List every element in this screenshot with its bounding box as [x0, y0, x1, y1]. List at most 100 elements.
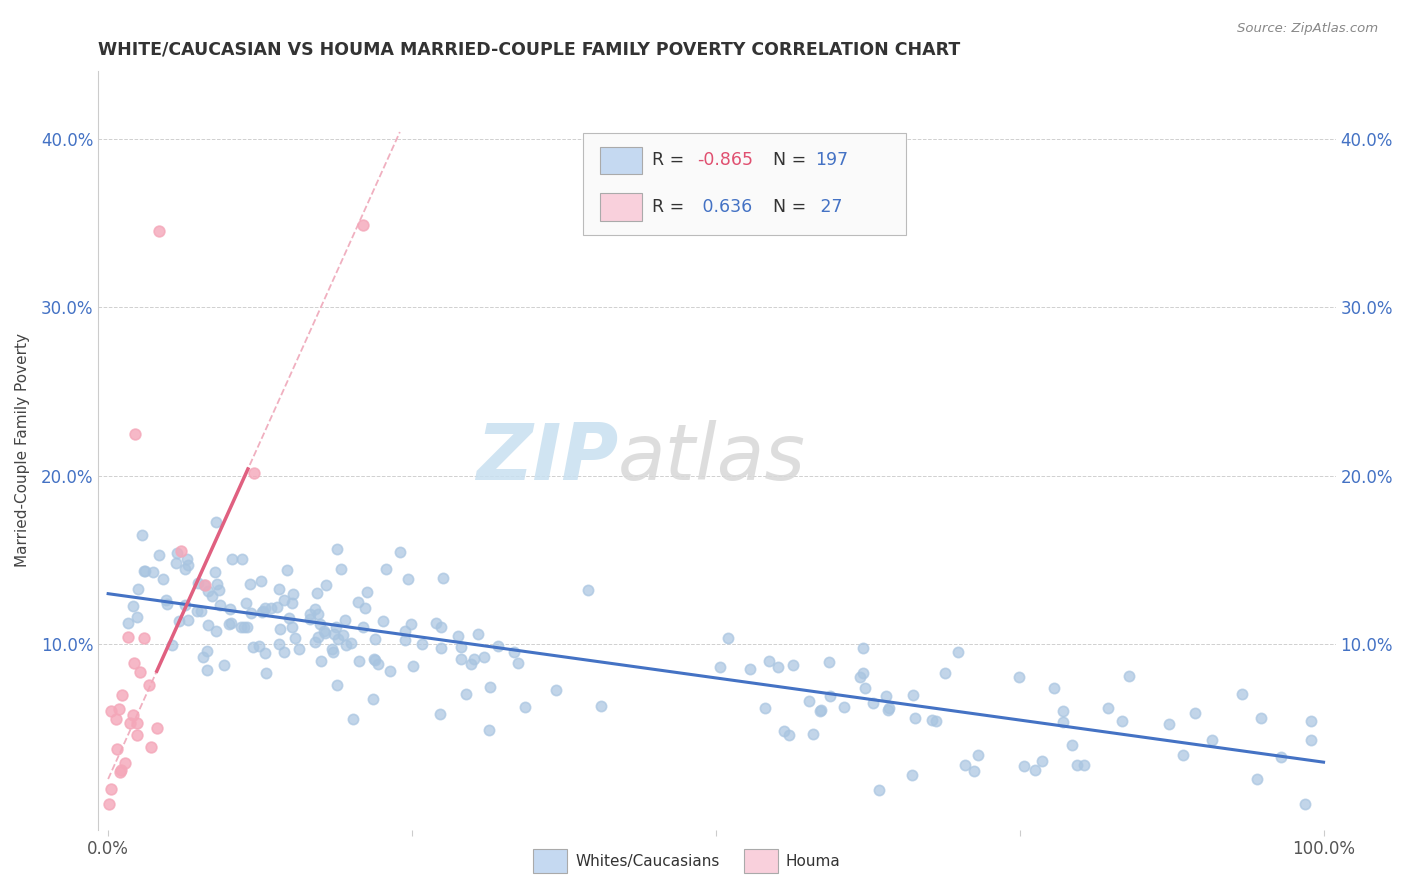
- Point: [803, 726, 825, 740]
- Point: [1031, 754, 1053, 768]
- Point: [277, 611, 299, 625]
- Point: [378, 664, 401, 678]
- Point: [450, 640, 472, 654]
- Point: [170, 543, 193, 558]
- Point: [307, 607, 329, 622]
- Point: [229, 620, 252, 634]
- Point: [342, 712, 364, 726]
- Point: [254, 665, 277, 680]
- Point: [108, 765, 131, 780]
- Point: [963, 764, 986, 779]
- Point: [1066, 758, 1088, 772]
- Point: [394, 633, 416, 648]
- Point: [162, 638, 184, 652]
- Point: [194, 578, 217, 592]
- Point: [304, 634, 326, 648]
- Point: [1052, 704, 1074, 718]
- Point: [488, 639, 510, 653]
- Point: [177, 613, 200, 627]
- Point: [299, 607, 322, 621]
- Point: [236, 620, 259, 634]
- Point: [250, 605, 273, 619]
- Point: [98, 797, 121, 812]
- Point: [862, 696, 884, 710]
- Point: [766, 659, 789, 673]
- Point: [375, 562, 398, 576]
- Point: [1073, 758, 1095, 772]
- Point: [1062, 738, 1084, 752]
- Point: [333, 613, 356, 627]
- Point: [132, 564, 155, 578]
- Point: [352, 619, 374, 633]
- Point: [269, 622, 291, 636]
- Point: [503, 645, 526, 659]
- Point: [934, 665, 956, 680]
- Text: -0.865: -0.865: [697, 152, 752, 169]
- Point: [329, 562, 352, 576]
- Point: [463, 651, 485, 665]
- Point: [467, 626, 489, 640]
- Point: [834, 700, 856, 714]
- Point: [254, 646, 277, 660]
- Point: [110, 763, 132, 777]
- Point: [114, 756, 136, 770]
- Point: [335, 638, 357, 652]
- Point: [394, 624, 416, 639]
- Point: [388, 544, 411, 558]
- Point: [709, 660, 731, 674]
- Text: N =: N =: [773, 198, 811, 216]
- Point: [325, 620, 347, 634]
- Point: [782, 657, 804, 672]
- Point: [221, 552, 243, 566]
- Point: [321, 641, 343, 656]
- Text: 0.636: 0.636: [697, 198, 752, 216]
- Point: [1024, 763, 1046, 777]
- Point: [308, 617, 330, 632]
- Point: [305, 586, 328, 600]
- Point: [121, 708, 143, 723]
- Point: [758, 654, 780, 668]
- Point: [132, 631, 155, 645]
- Point: [363, 692, 385, 706]
- Point: [508, 657, 530, 671]
- Point: [852, 666, 875, 681]
- Point: [1014, 759, 1036, 773]
- Point: [472, 650, 495, 665]
- Point: [252, 604, 274, 618]
- Point: [877, 703, 900, 717]
- Point: [165, 556, 187, 570]
- Point: [177, 558, 200, 573]
- Text: Houma: Houma: [786, 854, 841, 869]
- Point: [1301, 714, 1323, 729]
- Point: [195, 644, 218, 658]
- Point: [156, 597, 179, 611]
- Point: [298, 612, 321, 626]
- Point: [326, 678, 349, 692]
- Point: [155, 592, 177, 607]
- Point: [201, 589, 224, 603]
- Point: [204, 565, 226, 579]
- Point: [810, 703, 832, 717]
- Point: [197, 617, 219, 632]
- Point: [242, 640, 264, 654]
- Point: [1052, 715, 1074, 730]
- Point: [852, 640, 875, 655]
- Point: [254, 601, 277, 615]
- Point: [1157, 717, 1180, 731]
- Point: [117, 615, 139, 630]
- Point: [266, 600, 288, 615]
- Point: [111, 689, 134, 703]
- Point: [363, 652, 385, 666]
- Point: [1097, 701, 1119, 715]
- Point: [340, 636, 363, 650]
- Point: [148, 549, 170, 563]
- Point: [356, 584, 378, 599]
- Point: [875, 690, 897, 704]
- Point: [174, 598, 197, 612]
- Point: [967, 748, 990, 763]
- Point: [152, 572, 174, 586]
- Point: [187, 575, 209, 590]
- Point: [1250, 711, 1272, 725]
- Point: [124, 426, 146, 441]
- Point: [276, 563, 298, 577]
